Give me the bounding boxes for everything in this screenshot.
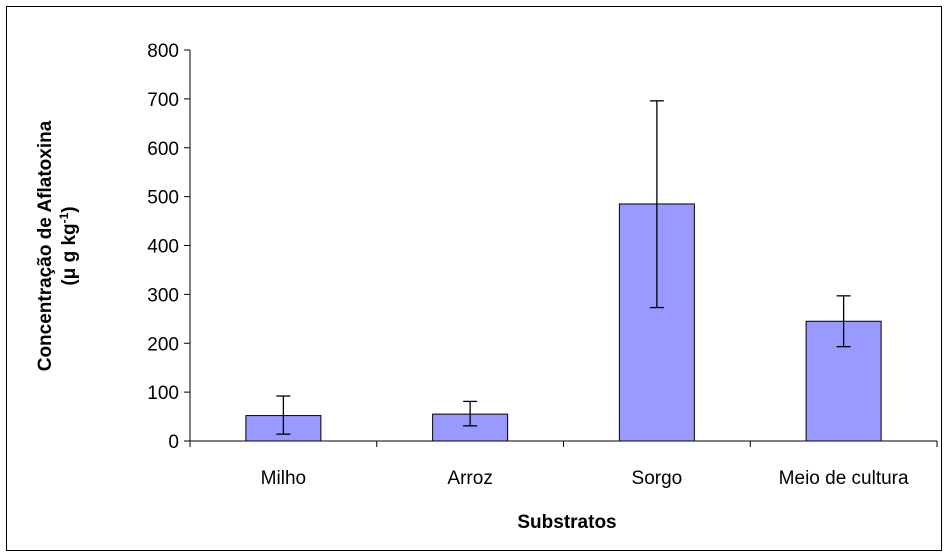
y-tick-label: 500 [147,188,179,209]
y-ticks-group: 0 100 200 300 400 500 600 700 800 [147,41,190,453]
y-axis-title: Concentração de Aflatoxina (μ g kg-1) [35,120,80,371]
y-tick-label: 300 [147,285,179,306]
x-tick-label: Arroz [447,468,492,489]
error-bar [649,100,664,309]
x-axis-title: Substratos [517,512,616,533]
y-axis-title-unit: (μ g kg [59,223,80,285]
y-axis-title-close: ) [59,206,80,212]
y-tick-label: 600 [147,139,179,160]
x-tick-label: Sorgo [632,468,683,489]
y-tick-label: 400 [147,237,179,258]
y-tick-label: 200 [147,334,179,355]
y-tick-label: 100 [147,383,179,404]
y-tick-label: 800 [147,41,179,62]
y-axis-title-line1: Concentração de Aflatoxina [35,120,56,371]
y-tick-label: 700 [147,90,179,111]
error-bar [276,395,291,435]
x-ticks-group: Milho Arroz Sorgo Meio de cultura [189,441,938,489]
y-tick-label: 0 [168,432,179,453]
bars-group [245,203,882,442]
error-bar [836,295,851,348]
x-tick-label: Milho [261,468,306,489]
y-axis-title-exponent: -1 [57,212,71,223]
error-bar [463,400,478,427]
x-tick-label: Meio de cultura [779,468,909,489]
y-axis-title-line2: (μ g kg-1) [57,206,80,285]
error-bars-group [276,100,851,435]
chart-frame [6,6,942,551]
